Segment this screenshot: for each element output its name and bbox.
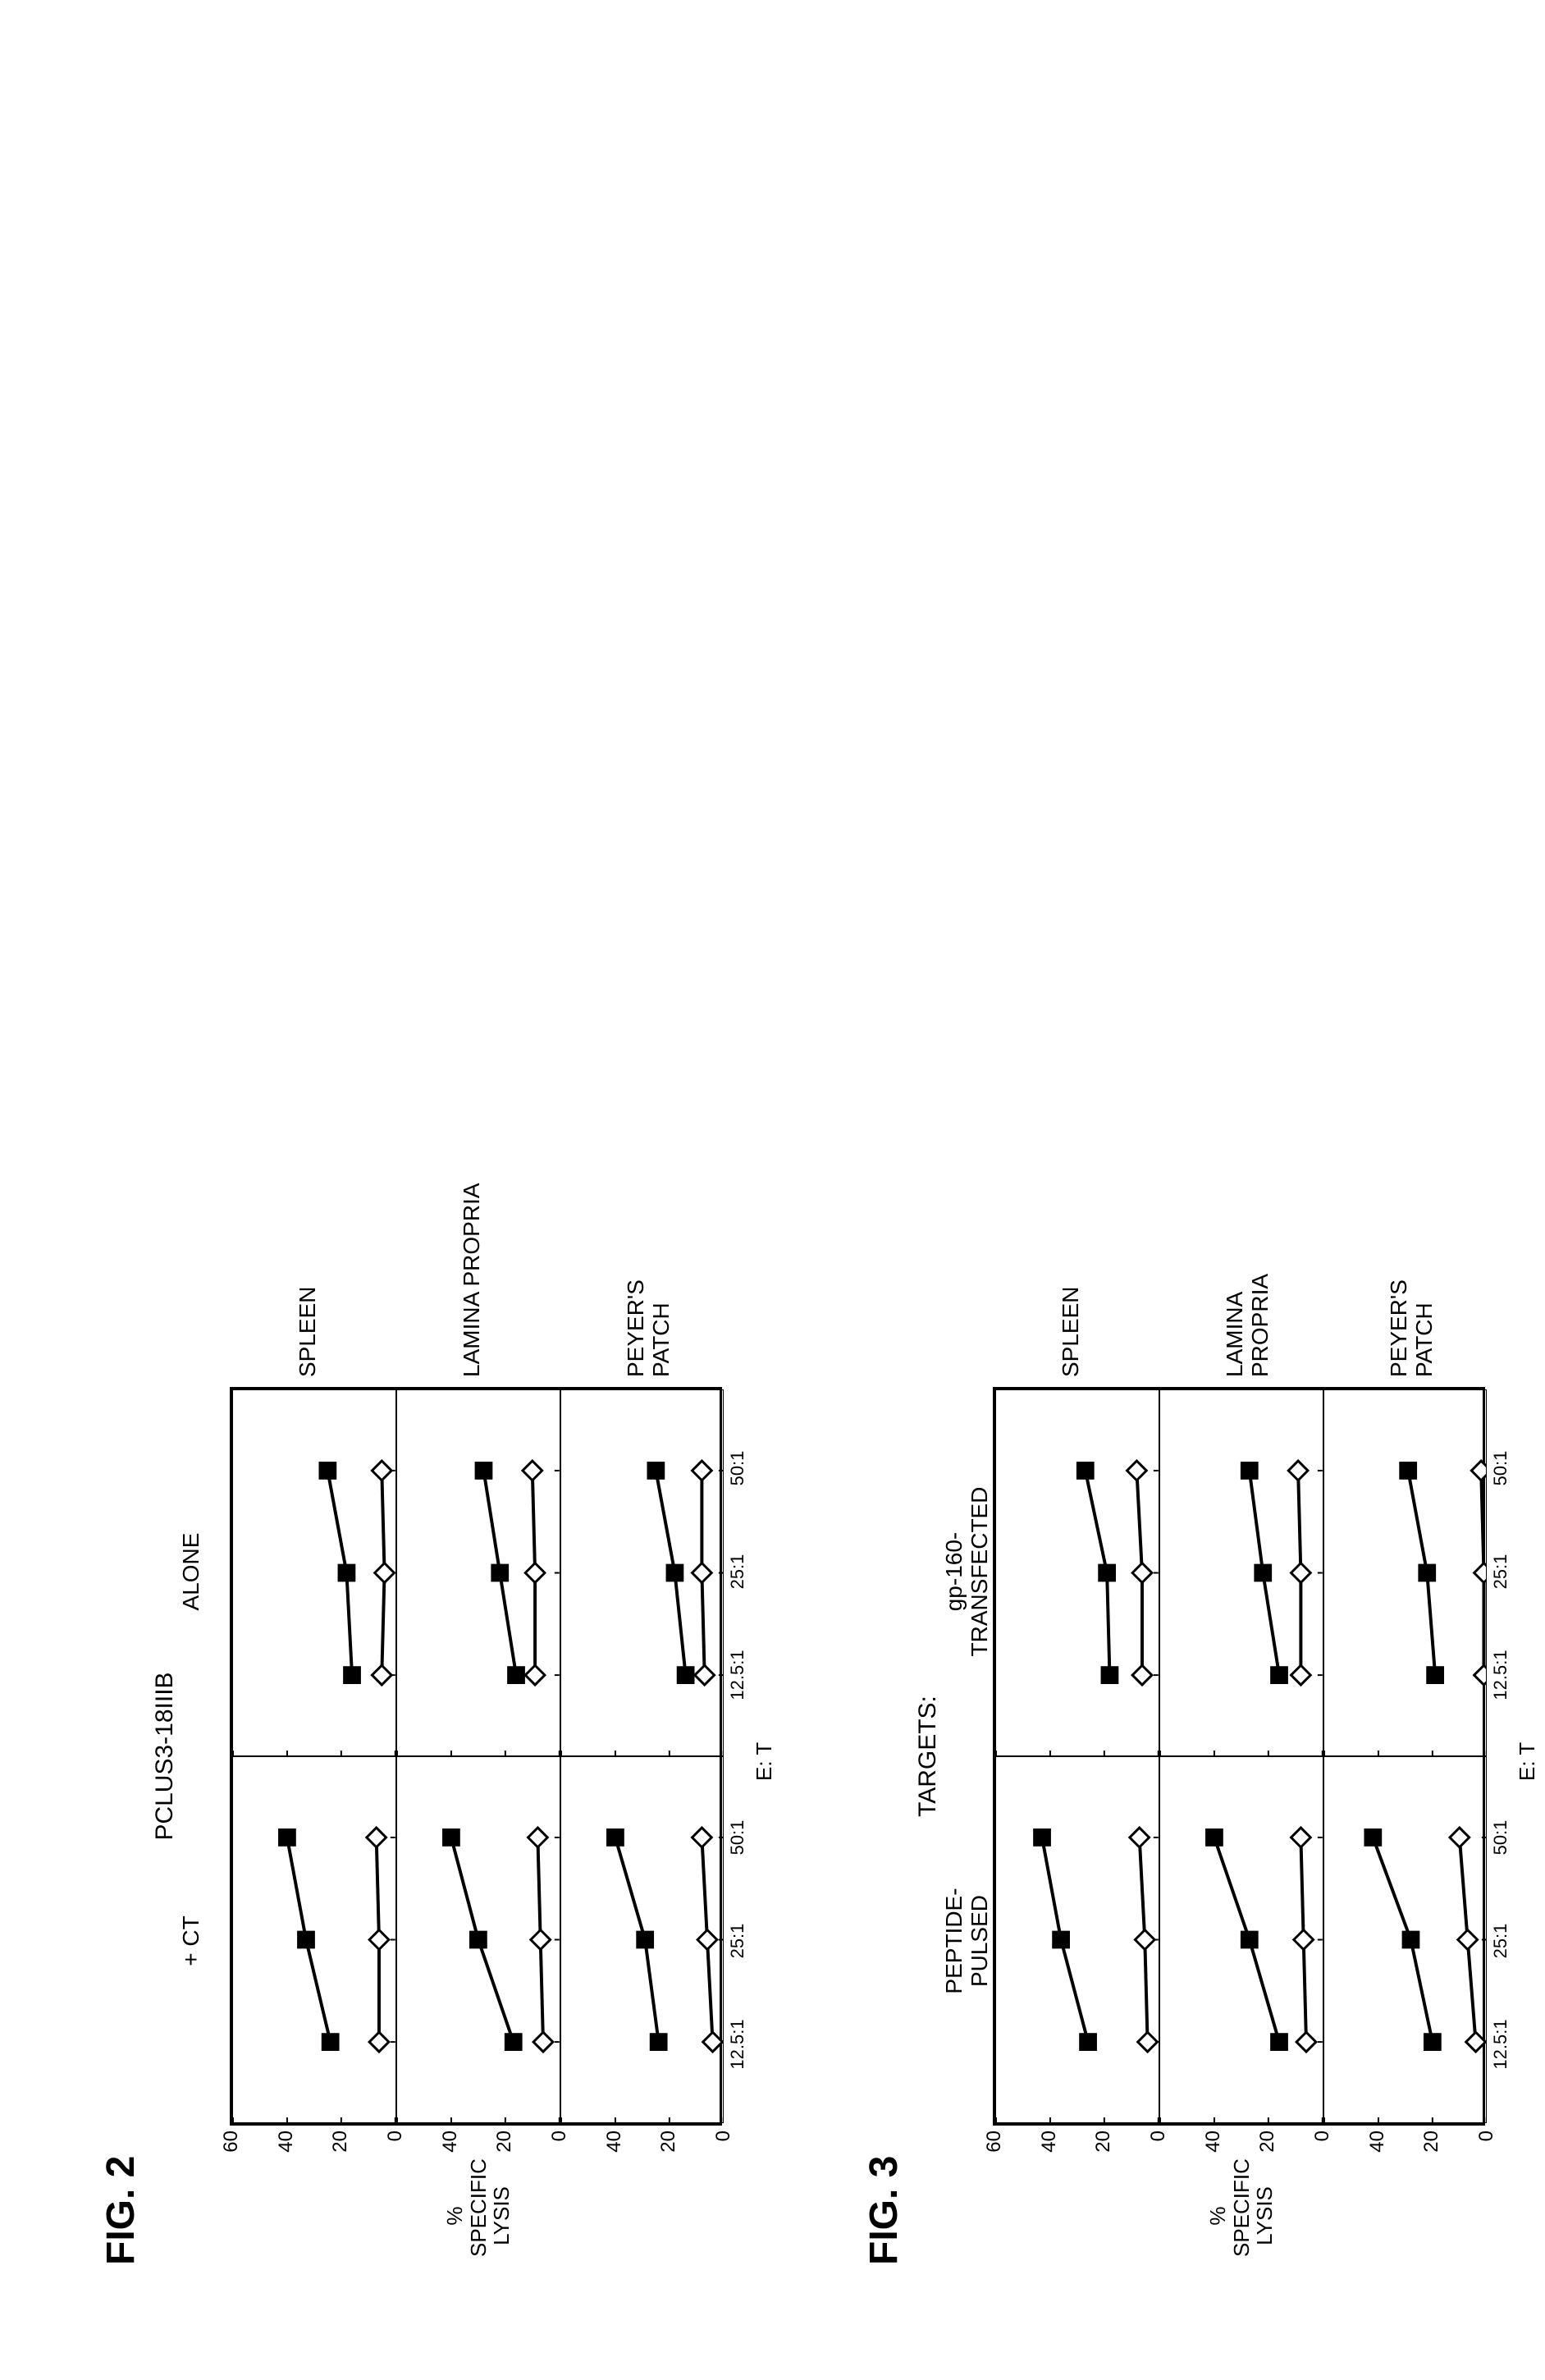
y-tick-label: 20 [1420,2131,1443,2167]
row-label: SPLEEN [1058,1287,1084,1378]
x-tick-label: 25:1 [1490,1540,1511,1603]
y-tick-label: 20 [493,2131,516,2167]
y-tick-label: 60 [220,2131,243,2167]
row-label: PEYER'SPATCH [624,1279,674,1377]
figure-superheader: TARGETS: [914,1387,942,2126]
chart-panel [995,1756,1159,2123]
x-tick-label: 25:1 [1490,1910,1511,1972]
x-tick-label: 25:1 [727,1910,748,1972]
y-tick-label: 0 [712,2131,735,2167]
column-header: + CT [179,1756,204,2126]
chart-panel [560,1389,725,1756]
chart-panel [232,1389,396,1756]
y-tick-label: 40 [1366,2131,1389,2167]
y-tick-label: 0 [1475,2131,1498,2167]
x-axis-label: E: T [1515,1742,1540,1781]
chart-panel [1159,1756,1323,2123]
chart-panel [560,1756,725,2123]
y-tick-label: 0 [1311,2131,1334,2167]
y-tick-label: 20 [329,2131,352,2167]
x-tick-label: 12.5:1 [727,1644,748,1706]
y-tick-label: 0 [384,2131,407,2167]
x-tick-label: 50:1 [727,1437,748,1499]
column-header: PEPTIDE-PULSED [942,1756,993,2126]
row-label: LAMINA PROPRIA [459,1183,485,1377]
column-header: ALONE [179,1387,204,1756]
chart-panel [1323,1389,1488,1756]
row-label: LAMINAPROPRIA [1223,1274,1273,1377]
y-tick-label: 40 [1038,2131,1061,2167]
chart-panel [396,1756,560,2123]
y-axis-label: %SPECIFICLYSIS [1206,2175,1277,2257]
y-tick-label: 0 [1147,2131,1170,2167]
x-axis-label: E: T [752,1742,777,1781]
figure-superheader: PCLUS3-18IIIB [151,1387,179,2126]
figure-title: FIG. 3 [862,1182,907,2265]
x-tick-label: 50:1 [727,1806,748,1869]
row-label: SPLEEN [295,1287,321,1378]
x-tick-label: 25:1 [727,1540,748,1603]
y-tick-label: 40 [1202,2131,1225,2167]
y-tick-label: 0 [548,2131,571,2167]
y-tick-label: 60 [983,2131,1006,2167]
fig3: FIG. 3TARGETS:PEPTIDE-PULSEDgp-160-TRANS… [862,1182,1545,2265]
figure-title: FIG. 2 [98,1182,144,2265]
y-tick-label: 20 [1092,2131,1115,2167]
x-tick-label: 12.5:1 [727,2013,748,2076]
row-label: PEYER'SPATCH [1387,1279,1438,1377]
chart-panel [1159,1389,1323,1756]
chart-panel [995,1389,1159,1756]
y-tick-label: 40 [603,2131,626,2167]
chart-panel [232,1756,396,2123]
column-header: gp-160-TRANSFECTED [942,1387,993,1756]
y-axis-label: %SPECIFICLYSIS [443,2175,514,2257]
y-tick-label: 40 [439,2131,462,2167]
y-tick-label: 20 [1256,2131,1279,2167]
fig2: FIG. 2PCLUS3-18IIIB+ CTALONE SPLEEN LAMINA… [98,1182,788,2265]
chart-panel [396,1389,560,1756]
x-tick-label: 12.5:1 [1490,2013,1511,2076]
y-tick-label: 20 [657,2131,680,2167]
x-tick-label: 12.5:1 [1490,1644,1511,1706]
y-tick-label: 40 [275,2131,298,2167]
x-tick-label: 50:1 [1490,1437,1511,1499]
chart-panel [1323,1756,1488,2123]
x-tick-label: 50:1 [1490,1806,1511,1869]
